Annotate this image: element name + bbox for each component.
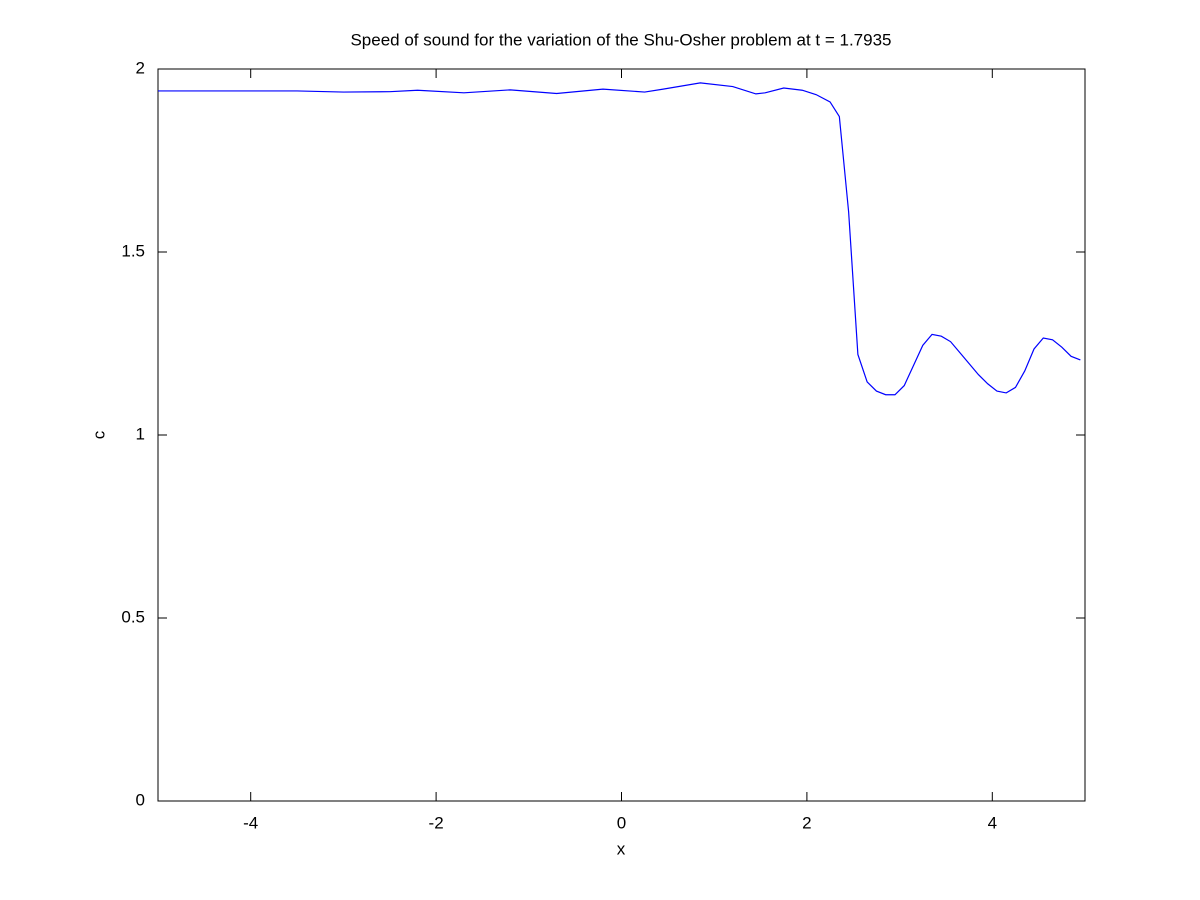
x-tick-label: 4 (988, 813, 997, 832)
data-line (158, 82, 1081, 396)
chart-title: Speed of sound for the variation of the … (350, 30, 891, 49)
x-tick-label: -4 (243, 813, 258, 832)
y-axis-label: c (89, 430, 108, 439)
plot-frame (157, 68, 1086, 802)
y-tick-label: 0.5 (121, 607, 145, 626)
x-tick-label: 0 (617, 813, 626, 832)
x-tick-label: 2 (802, 813, 811, 832)
y-tick-label: 1 (136, 424, 145, 443)
y-tick-label: 2 (136, 58, 145, 77)
x-tick-label: -2 (429, 813, 444, 832)
x-axis-label: x (617, 839, 626, 858)
y-tick-label: 1.5 (121, 241, 145, 260)
y-tick-label: 0 (136, 790, 145, 809)
